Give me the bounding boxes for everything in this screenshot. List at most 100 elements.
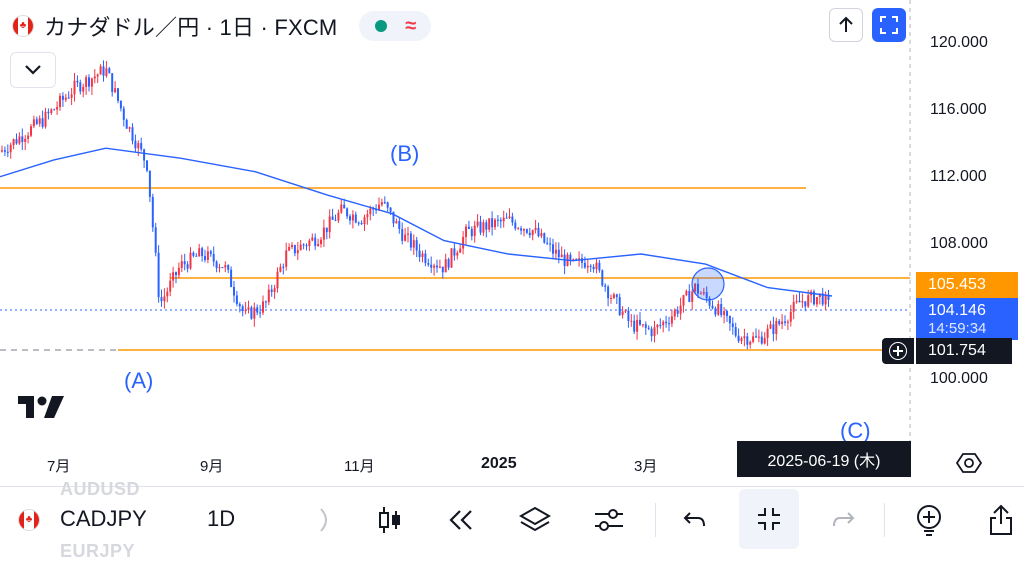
undo-button[interactable] — [670, 495, 720, 545]
candle-body — [755, 336, 757, 338]
candle-body — [798, 300, 801, 303]
symbol-title[interactable]: カナダドル／円 · 1日 · FXCM — [44, 15, 338, 40]
redo-button[interactable] — [818, 495, 868, 545]
candle-body — [9, 145, 12, 153]
candle-body — [494, 219, 496, 228]
candle-body — [334, 219, 337, 221]
candle-body — [12, 139, 15, 146]
candle-body — [349, 216, 351, 221]
candle-body — [183, 261, 186, 265]
candle-body — [212, 253, 215, 262]
candle-body — [659, 324, 662, 326]
candle-body — [714, 308, 717, 315]
candle-body — [665, 321, 668, 324]
candle-body — [224, 265, 227, 268]
chart-type-button[interactable] — [365, 495, 415, 545]
candle-body — [366, 214, 369, 218]
candle-body — [238, 304, 241, 307]
ideas-button[interactable] — [904, 495, 954, 545]
candle-body — [111, 73, 114, 93]
candle-body — [59, 95, 61, 108]
candle-body — [653, 327, 656, 337]
candle-body — [206, 251, 209, 260]
candle-body — [90, 78, 93, 87]
candle-body — [117, 88, 119, 101]
candle-body — [679, 305, 682, 314]
candle-body — [308, 240, 311, 246]
candle-body — [357, 222, 360, 224]
candle-body — [267, 289, 270, 303]
candle-body — [728, 315, 731, 324]
scroll-up-button[interactable] — [829, 8, 863, 42]
candle-body — [453, 248, 456, 256]
canada-flag-icon: ♣ — [12, 15, 34, 37]
candle-body — [227, 265, 230, 270]
candle-body — [314, 237, 317, 246]
candle-body — [140, 143, 143, 150]
toolbar-divider — [655, 503, 656, 537]
candle-body — [18, 136, 21, 144]
symbol-selector[interactable]: CADJPY — [60, 506, 147, 531]
candle-body — [253, 307, 256, 319]
candlestick-series — [1, 60, 830, 350]
candle-body — [99, 66, 102, 75]
candle-body — [404, 234, 407, 241]
layers-button[interactable] — [510, 495, 560, 545]
candle-body — [624, 310, 627, 312]
highlight-circle[interactable] — [691, 267, 725, 301]
candles-icon — [379, 507, 400, 533]
price-tick: 108.000 — [930, 235, 988, 252]
status-pill[interactable]: ≈ — [359, 11, 432, 41]
fullscreen-button[interactable] — [872, 8, 906, 42]
time-tick: 9月 — [200, 458, 224, 475]
candle-body — [546, 242, 549, 244]
wave-label-b: (B) — [390, 141, 420, 166]
candle-body — [351, 214, 354, 221]
candle-body — [749, 341, 752, 345]
indicators-button[interactable] — [584, 495, 634, 545]
candle-body — [93, 76, 96, 79]
candle-body — [209, 251, 212, 254]
candle-body — [795, 300, 798, 302]
crosshair-date-badge: 2025-06-19 (木) — [737, 441, 911, 477]
candle-body — [157, 252, 160, 298]
candle-body — [386, 202, 389, 208]
candle-body — [38, 118, 41, 124]
interval-selector[interactable]: 1D — [207, 506, 236, 531]
candle-body — [801, 301, 804, 303]
collapse-legend-button[interactable] — [10, 52, 56, 88]
time-tick: 11月 — [344, 458, 375, 475]
candle-body — [465, 226, 467, 237]
candle-body — [615, 294, 618, 298]
candle-body — [56, 107, 59, 110]
candle-body — [691, 291, 694, 302]
candle-body — [685, 290, 688, 296]
candle-body — [340, 204, 343, 213]
candle-body — [815, 296, 818, 305]
exit-fullscreen-button[interactable] — [739, 489, 799, 549]
candle-body — [177, 267, 180, 276]
symbol-header[interactable]: ♣ カナダドル／円 · 1日 · FXCM ≈ — [12, 10, 432, 42]
price-chart[interactable] — [0, 0, 1024, 486]
candle-body — [586, 265, 589, 268]
add-alert-button[interactable] — [882, 338, 914, 364]
scroll-indicator[interactable] — [300, 495, 350, 545]
candle-body — [438, 266, 441, 268]
candle-body — [73, 80, 76, 95]
replay-button[interactable] — [436, 495, 486, 545]
candle-body — [192, 252, 195, 256]
chart-settings-icon[interactable] — [955, 452, 983, 474]
candle-body — [508, 216, 511, 218]
candle-body — [682, 295, 685, 306]
candle-body — [322, 227, 325, 240]
candle-body — [250, 307, 253, 319]
candle-body — [772, 324, 775, 334]
candle-body — [792, 301, 795, 312]
candle-body — [595, 262, 598, 270]
share-button[interactable] — [976, 495, 1024, 545]
candle-body — [505, 217, 508, 219]
candle-body — [311, 237, 314, 241]
candle-body — [717, 304, 720, 315]
candle-body — [552, 244, 554, 254]
candle-body — [279, 266, 282, 272]
